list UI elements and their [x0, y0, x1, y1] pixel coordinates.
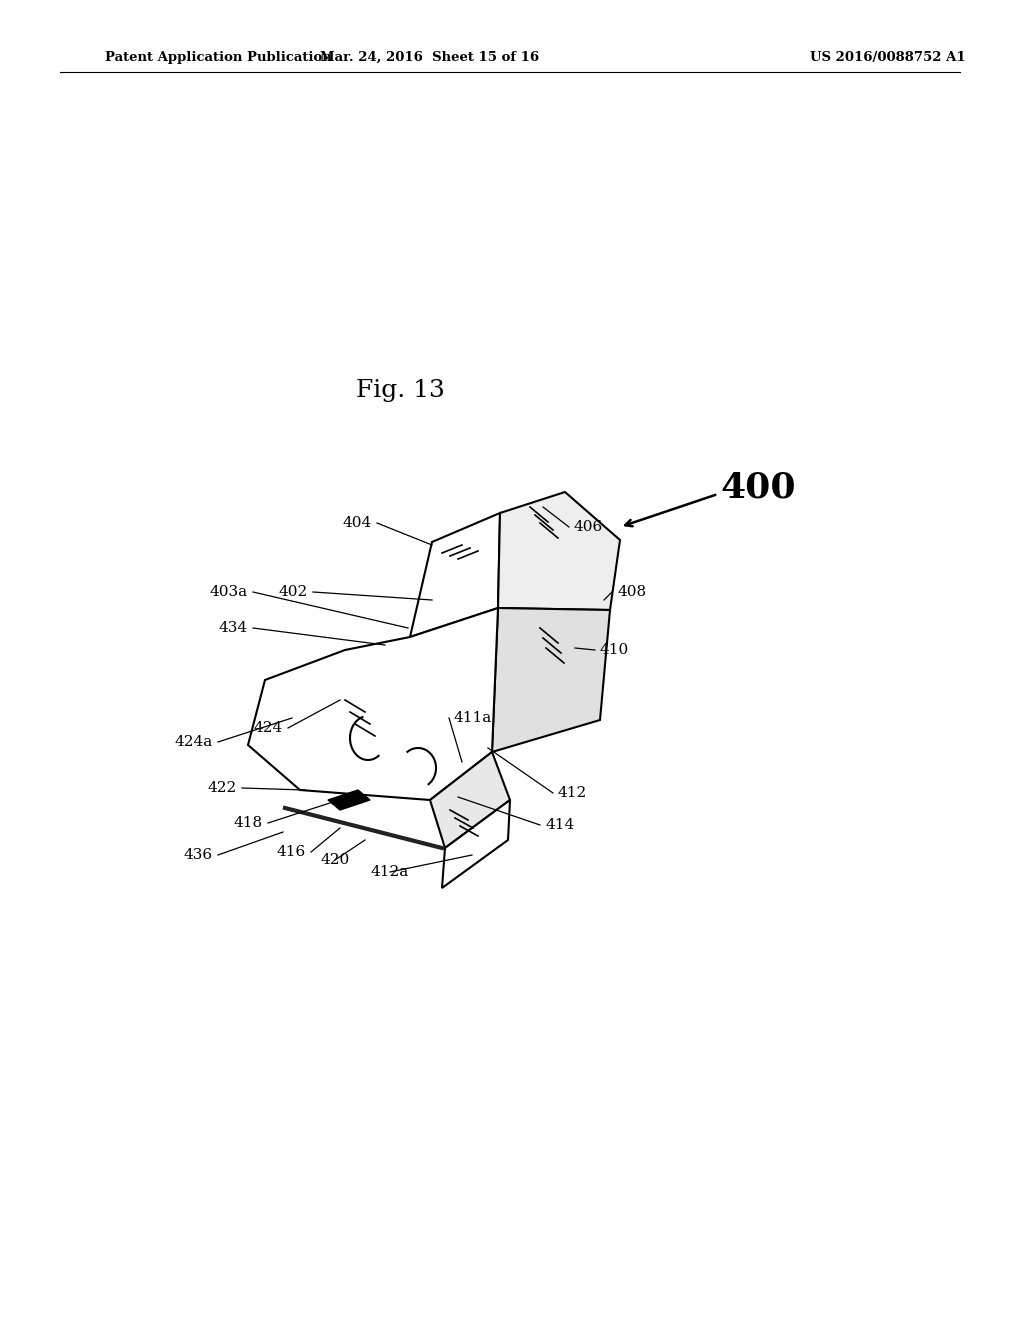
Text: 402: 402	[279, 585, 308, 599]
Text: 414: 414	[545, 818, 574, 832]
Text: 412: 412	[558, 785, 587, 800]
Polygon shape	[248, 609, 498, 800]
Text: 422: 422	[208, 781, 237, 795]
Text: Patent Application Publication: Patent Application Publication	[105, 50, 332, 63]
Text: 434: 434	[219, 620, 248, 635]
Text: US 2016/0088752 A1: US 2016/0088752 A1	[810, 50, 966, 63]
Polygon shape	[410, 513, 500, 638]
Text: 400: 400	[720, 471, 796, 506]
Polygon shape	[430, 752, 510, 847]
Text: 408: 408	[617, 585, 646, 599]
Text: 410: 410	[600, 643, 630, 657]
Text: 412a: 412a	[371, 865, 410, 879]
Text: 424: 424	[254, 721, 283, 735]
Text: 424a: 424a	[175, 735, 213, 748]
Polygon shape	[328, 789, 370, 810]
Text: 403a: 403a	[210, 585, 248, 599]
Text: Fig. 13: Fig. 13	[355, 379, 444, 401]
Text: 411a: 411a	[454, 711, 493, 725]
Text: 416: 416	[276, 845, 306, 859]
Polygon shape	[498, 492, 620, 610]
Polygon shape	[442, 800, 510, 888]
Text: 418: 418	[233, 816, 263, 830]
Polygon shape	[492, 609, 610, 752]
Text: Mar. 24, 2016  Sheet 15 of 16: Mar. 24, 2016 Sheet 15 of 16	[321, 50, 540, 63]
Text: 406: 406	[574, 520, 603, 535]
Text: 404: 404	[343, 516, 372, 531]
Text: 436: 436	[184, 847, 213, 862]
Text: 420: 420	[321, 853, 349, 867]
